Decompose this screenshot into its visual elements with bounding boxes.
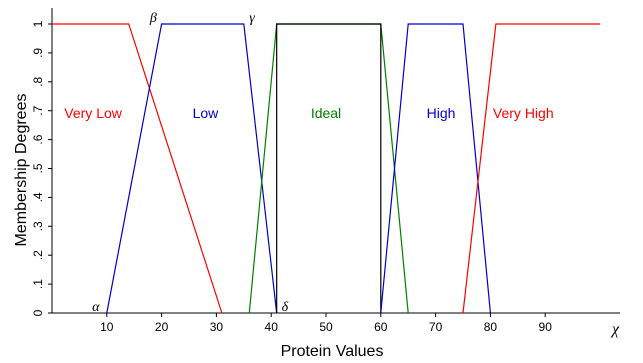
axes: 10 20 30 40 50 60 70 80 90 0 .1 .2 .3 .4 .5 .6 .7 .8 .9 1 <box>31 8 620 334</box>
series-line-low <box>106 23 278 314</box>
y-tick-label: 1 <box>31 20 45 27</box>
series-label-high: High <box>427 105 456 121</box>
y-tick-label: .1 <box>31 279 45 289</box>
x-tick-label: 90 <box>539 320 553 334</box>
annotation-label: β <box>149 11 157 26</box>
annotation-label: δ <box>282 300 289 315</box>
y-tick-label: .9 <box>31 48 45 58</box>
series-line-high <box>380 23 491 314</box>
y-tick-label: .4 <box>31 192 45 202</box>
x-tick-label: 20 <box>155 320 169 334</box>
series-label-ideal: Ideal <box>311 105 341 121</box>
series-label-low: Low <box>193 105 220 121</box>
series-line-very-low <box>52 23 223 314</box>
x-tick-label: 60 <box>374 320 388 334</box>
series-line-very-high <box>462 23 600 314</box>
y-tick-label: 0 <box>31 309 45 316</box>
y-tick-label: .5 <box>31 163 45 173</box>
x-tick-label: 40 <box>265 320 279 334</box>
series-line-boundary <box>276 23 382 313</box>
annotation-label: γ <box>249 11 255 26</box>
x-tick-label: 70 <box>429 320 443 334</box>
x-axis-symbol: χ <box>610 321 620 338</box>
y-tick-label: .8 <box>31 76 45 86</box>
y-tick-label: .2 <box>31 250 45 260</box>
x-tick-label: 30 <box>210 320 224 334</box>
x-tick-label: 80 <box>484 320 498 334</box>
annotation-label: α <box>92 300 100 315</box>
y-tick-label: .6 <box>31 134 45 144</box>
series-label-very-low: Very Low <box>64 105 122 121</box>
y-tick-label: .3 <box>31 221 45 231</box>
x-tick-label: 50 <box>319 320 333 334</box>
x-axis-title: Protein Values <box>281 343 384 360</box>
y-axis-title: Membership Degrees <box>13 94 30 247</box>
labels-layer: Very Low Low Ideal High Very High α β γ δ <box>64 11 553 315</box>
x-tick-label: 10 <box>100 320 114 334</box>
series-label-very-high: Very High <box>493 105 554 121</box>
y-tick-label: .7 <box>31 105 45 115</box>
series-layer <box>52 23 600 314</box>
